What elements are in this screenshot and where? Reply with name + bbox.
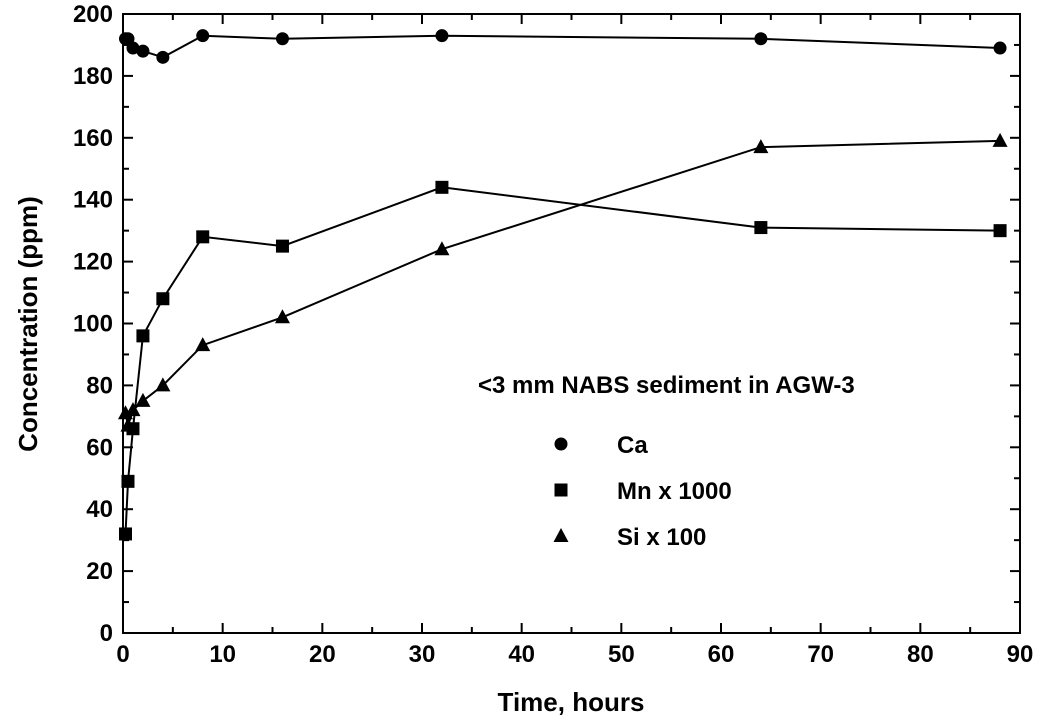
data-point — [125, 402, 141, 417]
data-point — [435, 180, 449, 194]
data-point — [992, 132, 1008, 147]
axis-ticks — [122, 13, 1021, 634]
y-tick-label: 180 — [73, 63, 113, 90]
y-tick-label: 160 — [73, 125, 113, 152]
y-tick-label: 0 — [100, 620, 113, 647]
tick-labels: 0 10 20 30 40 50 60 70 80 90 0 20 40 60 80 100 120 140 160… — [73, 1, 1033, 668]
x-tick-label: 0 — [116, 641, 129, 668]
x-tick-label: 90 — [1007, 641, 1034, 668]
data-point — [993, 41, 1007, 55]
legend-marker — [554, 437, 568, 451]
data-point — [196, 230, 210, 244]
data-point — [196, 29, 210, 43]
data-point — [126, 41, 140, 55]
data-point — [136, 44, 150, 58]
data-point — [275, 32, 289, 46]
x-axis-title: Time, hours — [498, 687, 645, 717]
legend-label: Mn x 1000 — [617, 478, 732, 505]
y-axis-title: Concentration (ppm) — [13, 196, 43, 452]
x-tick-label: 80 — [907, 641, 934, 668]
data-point — [155, 377, 171, 392]
data-point — [195, 337, 211, 352]
data-point — [435, 29, 449, 43]
y-tick-label: 40 — [86, 496, 113, 523]
x-tick-label: 70 — [807, 641, 834, 668]
data-point — [753, 139, 769, 154]
x-tick-label: 20 — [309, 641, 336, 668]
series-line — [125, 34, 1001, 59]
legend-marker — [553, 528, 569, 542]
series-2 — [117, 132, 1008, 432]
legend-label: Ca — [617, 432, 648, 459]
chart-annotation: <3 mm NABS sediment in AGW-3 — [478, 372, 855, 399]
y-tick-label: 60 — [86, 434, 113, 461]
data-point — [136, 329, 150, 343]
data-point — [120, 417, 136, 432]
x-tick-label: 60 — [708, 641, 735, 668]
y-tick-label: 120 — [73, 249, 113, 276]
data-point — [434, 241, 450, 256]
series-1 — [118, 180, 1007, 541]
legend-label: Si x 100 — [617, 524, 706, 551]
x-tick-label: 40 — [508, 641, 535, 668]
data-point — [754, 32, 768, 46]
series-layer — [117, 29, 1008, 541]
y-tick-label: 80 — [86, 372, 113, 399]
x-tick-label: 30 — [409, 641, 436, 668]
data-point — [121, 474, 135, 488]
y-tick-label: 100 — [73, 311, 113, 338]
y-tick-label: 200 — [73, 1, 113, 28]
data-point — [275, 239, 289, 253]
legend-marker — [554, 483, 568, 497]
series-0 — [118, 29, 1007, 64]
data-point — [754, 221, 768, 235]
y-tick-label: 20 — [86, 558, 113, 585]
y-tick-label: 140 — [73, 187, 113, 214]
series-line — [124, 186, 1001, 535]
data-point — [993, 224, 1007, 238]
x-tick-label: 50 — [608, 641, 635, 668]
data-point — [118, 527, 132, 541]
plot-frame — [122, 13, 1021, 634]
data-point — [274, 309, 290, 324]
data-point — [156, 292, 170, 306]
x-tick-label: 10 — [209, 641, 236, 668]
data-point — [156, 50, 170, 64]
legend: Ca Mn x 1000 Si x 100 — [553, 432, 732, 551]
data-point — [135, 392, 151, 407]
